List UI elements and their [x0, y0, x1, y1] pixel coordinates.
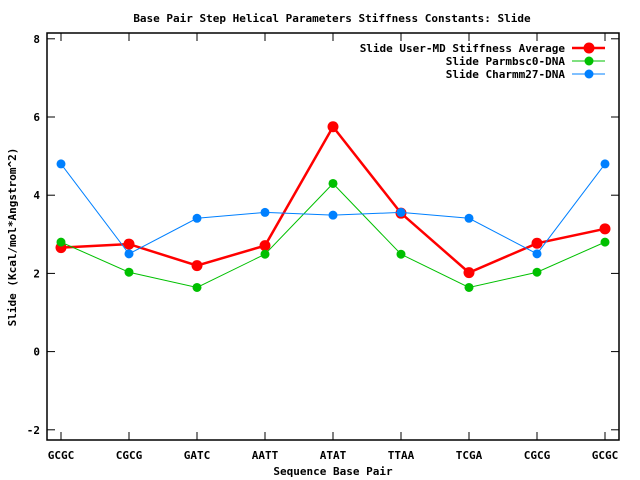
data-point: [327, 121, 339, 133]
data-point: [532, 267, 542, 277]
data-point: [396, 207, 406, 217]
data-point: [463, 267, 475, 279]
legend-marker: [584, 69, 594, 79]
data-point: [532, 249, 542, 259]
data-point: [191, 260, 203, 272]
x-tick-label: GCGC: [48, 449, 75, 462]
y-axis-label: Slide (Kcal/mol*Angstrom^2): [6, 148, 19, 327]
legend-label: Slide User-MD Stiffness Average: [360, 42, 566, 55]
data-point: [464, 282, 474, 292]
data-point: [599, 223, 611, 235]
x-tick-label: AATT: [252, 449, 279, 462]
data-point: [192, 282, 202, 292]
y-tick-label: 2: [33, 267, 40, 280]
series-line: [60, 124, 606, 275]
y-tick-label: -2: [27, 424, 40, 437]
data-point: [123, 238, 135, 250]
legend-marker: [583, 42, 595, 54]
data-point: [531, 237, 543, 249]
data-point: [396, 249, 406, 259]
chart-title: Base Pair Step Helical Parameters Stiffn…: [133, 12, 531, 25]
data-point: [600, 159, 610, 169]
series-line: [60, 163, 606, 255]
x-tick-label: CGCG: [524, 449, 551, 462]
data-point: [56, 237, 66, 247]
y-tick-label: 6: [33, 111, 40, 124]
data-point: [56, 159, 66, 169]
data-point: [328, 210, 338, 220]
y-tick-label: 0: [33, 346, 40, 359]
x-axis-label: Sequence Base Pair: [273, 465, 393, 478]
legend-label: Slide Parmbsc0-DNA: [446, 55, 566, 68]
data-point: [260, 249, 270, 259]
x-tick-label: ATAT: [320, 449, 347, 462]
plot-frame: [46, 32, 620, 441]
data-point: [464, 213, 474, 223]
series-line: [60, 182, 606, 289]
x-tick-label: GATC: [184, 449, 211, 462]
x-tick-label: CGCG: [116, 449, 143, 462]
data-point: [600, 237, 610, 247]
legend-label: Slide Charmm27-DNA: [446, 68, 566, 81]
y-tick-label: 8: [33, 33, 40, 46]
x-tick-label: GCGC: [592, 449, 619, 462]
x-tick-label: TCGA: [456, 449, 483, 462]
data-point: [259, 240, 271, 252]
data-point: [192, 213, 202, 223]
data-point: [328, 178, 338, 188]
series-2: [56, 159, 610, 259]
data-point: [124, 267, 134, 277]
x-tick-label: TTAA: [388, 449, 415, 462]
y-tick-label: 4: [33, 189, 40, 202]
series-1: [56, 178, 610, 292]
data-point: [260, 207, 270, 217]
series-0: [55, 121, 611, 279]
legend-marker: [584, 56, 594, 66]
data-point: [124, 249, 134, 259]
